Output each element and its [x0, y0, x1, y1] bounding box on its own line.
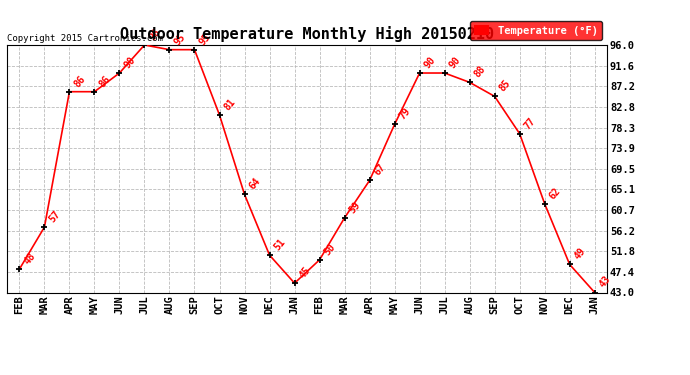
Text: 43: 43: [598, 274, 613, 290]
Text: 86: 86: [72, 74, 88, 89]
Text: 90: 90: [122, 55, 137, 70]
Text: 57: 57: [47, 209, 62, 224]
Text: 96: 96: [147, 27, 162, 42]
Text: 67: 67: [373, 162, 388, 178]
Title: Outdoor Temperature Monthly High 20150210: Outdoor Temperature Monthly High 2015021…: [120, 27, 494, 42]
Text: 88: 88: [473, 64, 488, 80]
Text: Copyright 2015 Cartronics.com: Copyright 2015 Cartronics.com: [7, 33, 163, 42]
Text: 45: 45: [297, 265, 313, 280]
Text: 49: 49: [573, 246, 588, 262]
Text: 50: 50: [322, 242, 337, 257]
Text: 59: 59: [347, 200, 362, 215]
Text: 86: 86: [97, 74, 112, 89]
Text: 62: 62: [547, 186, 562, 201]
Text: 79: 79: [397, 106, 413, 122]
Text: 77: 77: [522, 116, 538, 131]
Text: 95: 95: [197, 32, 213, 47]
Legend: Temperature (°F): Temperature (°F): [470, 21, 602, 40]
Text: 90: 90: [447, 55, 462, 70]
Text: 90: 90: [422, 55, 437, 70]
Text: 85: 85: [497, 78, 513, 94]
Text: 81: 81: [222, 97, 237, 112]
Text: 51: 51: [273, 237, 288, 252]
Text: 64: 64: [247, 176, 262, 192]
Text: 95: 95: [172, 32, 188, 47]
Text: 48: 48: [22, 251, 37, 266]
